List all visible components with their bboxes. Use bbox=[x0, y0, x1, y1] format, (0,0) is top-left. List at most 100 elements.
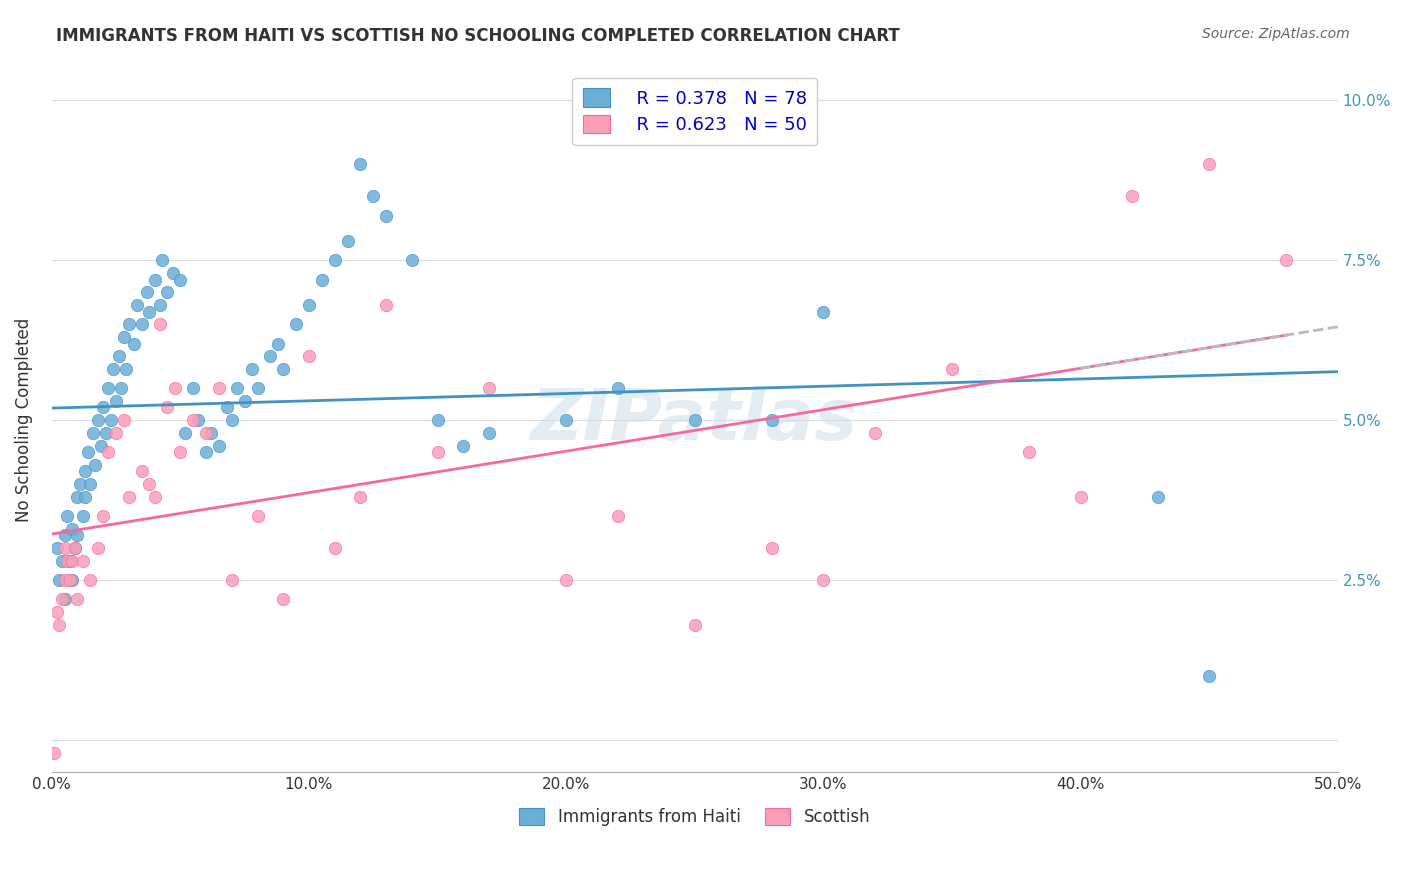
Point bbox=[51, 592, 73, 607]
Point bbox=[1198, 157, 1220, 171]
Point bbox=[215, 401, 238, 415]
Point bbox=[1070, 490, 1092, 504]
Point bbox=[51, 554, 73, 568]
Point bbox=[298, 298, 321, 312]
Point bbox=[97, 381, 120, 395]
Point bbox=[84, 458, 107, 472]
Point bbox=[103, 362, 125, 376]
Point bbox=[813, 573, 835, 587]
Point bbox=[156, 285, 179, 300]
Point bbox=[97, 445, 120, 459]
Point bbox=[44, 746, 66, 760]
Point bbox=[323, 253, 346, 268]
Point bbox=[87, 541, 110, 556]
Point bbox=[112, 413, 135, 427]
Point bbox=[122, 336, 145, 351]
Y-axis label: No Schooling Completed: No Schooling Completed bbox=[15, 318, 32, 523]
Point bbox=[165, 381, 187, 395]
Point bbox=[761, 541, 783, 556]
Point bbox=[143, 272, 166, 286]
Point bbox=[60, 554, 83, 568]
Point bbox=[135, 285, 157, 300]
Legend: Immigrants from Haiti, Scottish: Immigrants from Haiti, Scottish bbox=[510, 799, 879, 834]
Point bbox=[375, 209, 398, 223]
Point bbox=[187, 413, 209, 427]
Point bbox=[761, 413, 783, 427]
Point bbox=[221, 573, 243, 587]
Point bbox=[53, 541, 76, 556]
Point bbox=[298, 349, 321, 363]
Point bbox=[1146, 490, 1168, 504]
Point bbox=[53, 528, 76, 542]
Point bbox=[863, 426, 886, 441]
Point bbox=[478, 381, 501, 395]
Point bbox=[156, 401, 179, 415]
Point bbox=[59, 573, 82, 587]
Point bbox=[246, 509, 269, 524]
Point bbox=[131, 465, 153, 479]
Point bbox=[66, 490, 89, 504]
Point bbox=[150, 253, 173, 268]
Point bbox=[555, 573, 578, 587]
Point bbox=[375, 298, 398, 312]
Point bbox=[323, 541, 346, 556]
Point bbox=[79, 573, 101, 587]
Point bbox=[683, 618, 706, 632]
Point bbox=[208, 439, 231, 453]
Point bbox=[240, 362, 263, 376]
Point bbox=[63, 541, 86, 556]
Point bbox=[91, 401, 114, 415]
Point bbox=[48, 573, 70, 587]
Point bbox=[143, 490, 166, 504]
Point bbox=[94, 426, 117, 441]
Point bbox=[606, 509, 628, 524]
Point bbox=[246, 381, 269, 395]
Point bbox=[75, 465, 97, 479]
Point bbox=[112, 330, 135, 344]
Point bbox=[125, 298, 148, 312]
Text: IMMIGRANTS FROM HAITI VS SCOTTISH NO SCHOOLING COMPLETED CORRELATION CHART: IMMIGRANTS FROM HAITI VS SCOTTISH NO SCH… bbox=[56, 27, 900, 45]
Point bbox=[349, 490, 371, 504]
Point bbox=[478, 426, 501, 441]
Point bbox=[195, 445, 218, 459]
Point bbox=[131, 318, 153, 332]
Point bbox=[401, 253, 423, 268]
Point bbox=[285, 318, 308, 332]
Point bbox=[149, 298, 172, 312]
Point bbox=[66, 592, 89, 607]
Point bbox=[1275, 253, 1298, 268]
Point bbox=[555, 413, 578, 427]
Point bbox=[100, 413, 122, 427]
Point bbox=[105, 426, 128, 441]
Point bbox=[426, 445, 449, 459]
Point bbox=[75, 490, 97, 504]
Point bbox=[82, 426, 104, 441]
Point bbox=[91, 509, 114, 524]
Point bbox=[169, 445, 191, 459]
Point bbox=[60, 522, 83, 536]
Point bbox=[226, 381, 249, 395]
Point bbox=[606, 381, 628, 395]
Point bbox=[76, 445, 98, 459]
Point bbox=[813, 304, 835, 318]
Point bbox=[87, 413, 110, 427]
Point bbox=[271, 592, 294, 607]
Point bbox=[221, 413, 243, 427]
Point bbox=[208, 381, 231, 395]
Point bbox=[361, 189, 384, 203]
Point bbox=[118, 490, 141, 504]
Point bbox=[336, 234, 359, 248]
Point bbox=[451, 439, 474, 453]
Point bbox=[72, 554, 94, 568]
Text: ZIPatlas: ZIPatlas bbox=[531, 385, 859, 455]
Point bbox=[1121, 189, 1143, 203]
Point bbox=[110, 381, 132, 395]
Point bbox=[53, 573, 76, 587]
Point bbox=[56, 509, 79, 524]
Point bbox=[60, 573, 83, 587]
Point bbox=[259, 349, 281, 363]
Point bbox=[107, 349, 129, 363]
Point bbox=[63, 541, 86, 556]
Point bbox=[233, 394, 256, 409]
Point bbox=[149, 318, 172, 332]
